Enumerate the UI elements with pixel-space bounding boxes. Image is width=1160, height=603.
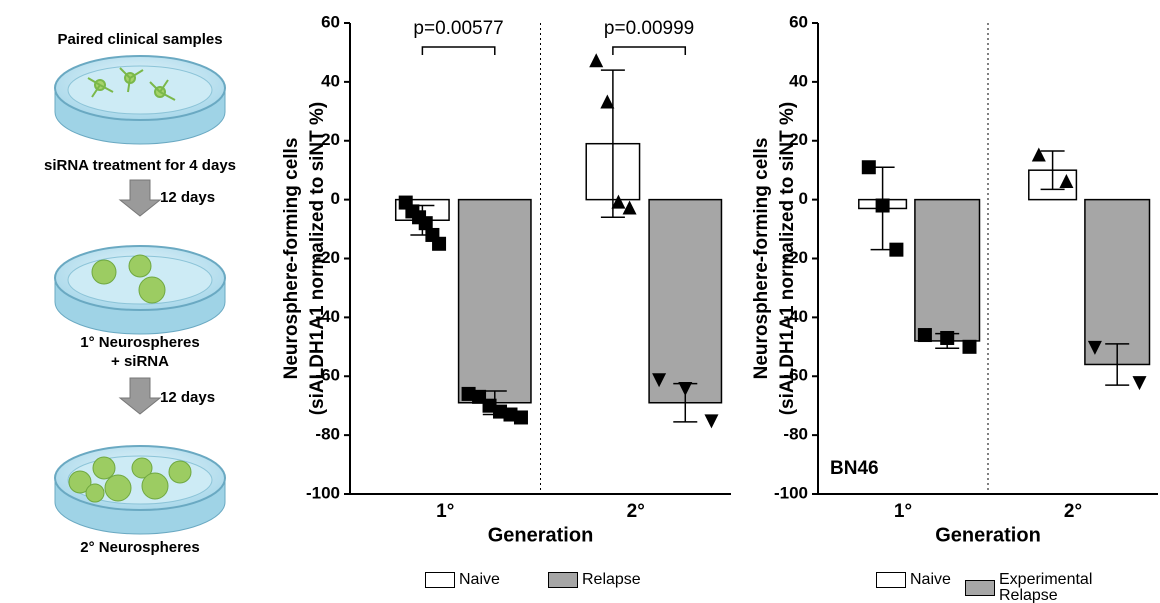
bar — [914, 198, 981, 342]
bar — [1084, 198, 1151, 366]
bar — [648, 198, 723, 404]
data-point — [962, 339, 977, 354]
legend-swatch — [965, 580, 995, 596]
interval-text: 12 days — [160, 389, 215, 406]
y-tick-label: 0 — [799, 189, 808, 208]
y-axis-label: (siALDH1A1 normalized to siNT %) — [777, 102, 798, 416]
legend-item: Relapse — [548, 572, 641, 588]
data-point — [432, 236, 447, 251]
stage-text: 1° Neurospheres — [80, 334, 199, 351]
data-point — [1087, 340, 1102, 355]
y-axis-label: Neurosphere-forming cells — [281, 138, 302, 380]
data-point — [889, 242, 904, 257]
legend-label: Relapse — [582, 571, 641, 588]
y-tick-label: 20 — [321, 130, 340, 149]
legend-item: Naive — [876, 572, 951, 588]
y-tick-label: -80 — [315, 425, 340, 444]
x-tick-label: 2° — [1064, 501, 1082, 522]
dish — [54, 55, 226, 145]
step-text: siRNA treatment for 4 days — [44, 157, 236, 174]
x-tick-label: 2° — [627, 501, 645, 522]
dish — [54, 245, 226, 335]
legend-swatch — [425, 572, 455, 588]
data-point — [704, 414, 719, 429]
legend-item: Naive — [425, 572, 500, 588]
bar — [457, 198, 532, 404]
y-tick-label: 60 — [789, 12, 808, 31]
data-point — [513, 410, 528, 425]
schematic-title: Paired clinical samples — [57, 31, 222, 48]
y-tick-label: -100 — [774, 483, 808, 502]
y-tick-label: -20 — [783, 248, 808, 267]
y-tick-label: 40 — [789, 71, 808, 90]
data-point — [875, 198, 890, 213]
y-tick-label: 40 — [321, 71, 340, 90]
y-tick-label: -20 — [315, 248, 340, 267]
interval-text: 12 days — [160, 189, 215, 206]
schematic: Paired clinical samples siRNA treatment … — [44, 31, 236, 556]
x-tick-label: 1° — [436, 501, 454, 522]
y-tick-label: 0 — [331, 189, 340, 208]
stage-text: 2° Neurospheres — [80, 539, 199, 556]
data-point — [1031, 147, 1046, 162]
y-tick-label: -40 — [315, 307, 340, 326]
significance-bracket — [421, 46, 496, 55]
y-axis-label: Neurosphere-forming cells — [751, 138, 772, 380]
y-axis-label: (siALDH1A1 normalized to siNT %) — [307, 102, 328, 416]
data-point — [600, 94, 615, 109]
data-point — [1132, 376, 1147, 391]
stage-text: + siRNA — [111, 353, 169, 370]
data-point — [917, 328, 932, 343]
data-point — [940, 330, 955, 345]
panel-label: BN46 — [830, 458, 879, 479]
y-tick-label: -100 — [306, 483, 340, 502]
p-value: p=0.00999 — [604, 18, 694, 39]
data-point — [652, 373, 667, 388]
data-point — [1059, 173, 1074, 188]
significance-bracket — [612, 46, 687, 55]
legend-label: Experimental Relapse — [999, 571, 1093, 603]
y-tick-label: -60 — [315, 366, 340, 385]
data-point — [418, 216, 433, 231]
data-point — [861, 160, 876, 175]
data-point — [622, 200, 637, 215]
arrow — [118, 377, 162, 415]
error-bar — [1040, 150, 1065, 191]
legend-swatch — [876, 572, 906, 588]
legend-swatch — [548, 572, 578, 588]
x-tick-label: 1° — [894, 501, 912, 522]
legend-label: Naive — [459, 571, 500, 588]
y-tick-label: 60 — [321, 12, 340, 31]
legend-label: Naive — [910, 571, 951, 588]
arrow — [118, 179, 162, 217]
y-tick-label: -60 — [783, 366, 808, 385]
legend-item: Experimental Relapse — [965, 572, 1119, 603]
error-bar — [1105, 343, 1130, 386]
data-point — [678, 382, 693, 397]
y-tick-label: -40 — [783, 307, 808, 326]
data-point — [611, 194, 626, 209]
dish — [54, 445, 226, 535]
data-point — [589, 53, 604, 68]
x-axis-label: Generation — [488, 524, 594, 546]
y-tick-label: -80 — [783, 425, 808, 444]
x-axis-label: Generation — [935, 524, 1041, 546]
error-bar — [600, 69, 625, 219]
p-value: p=0.00577 — [413, 18, 503, 39]
y-tick-label: 20 — [789, 130, 808, 149]
